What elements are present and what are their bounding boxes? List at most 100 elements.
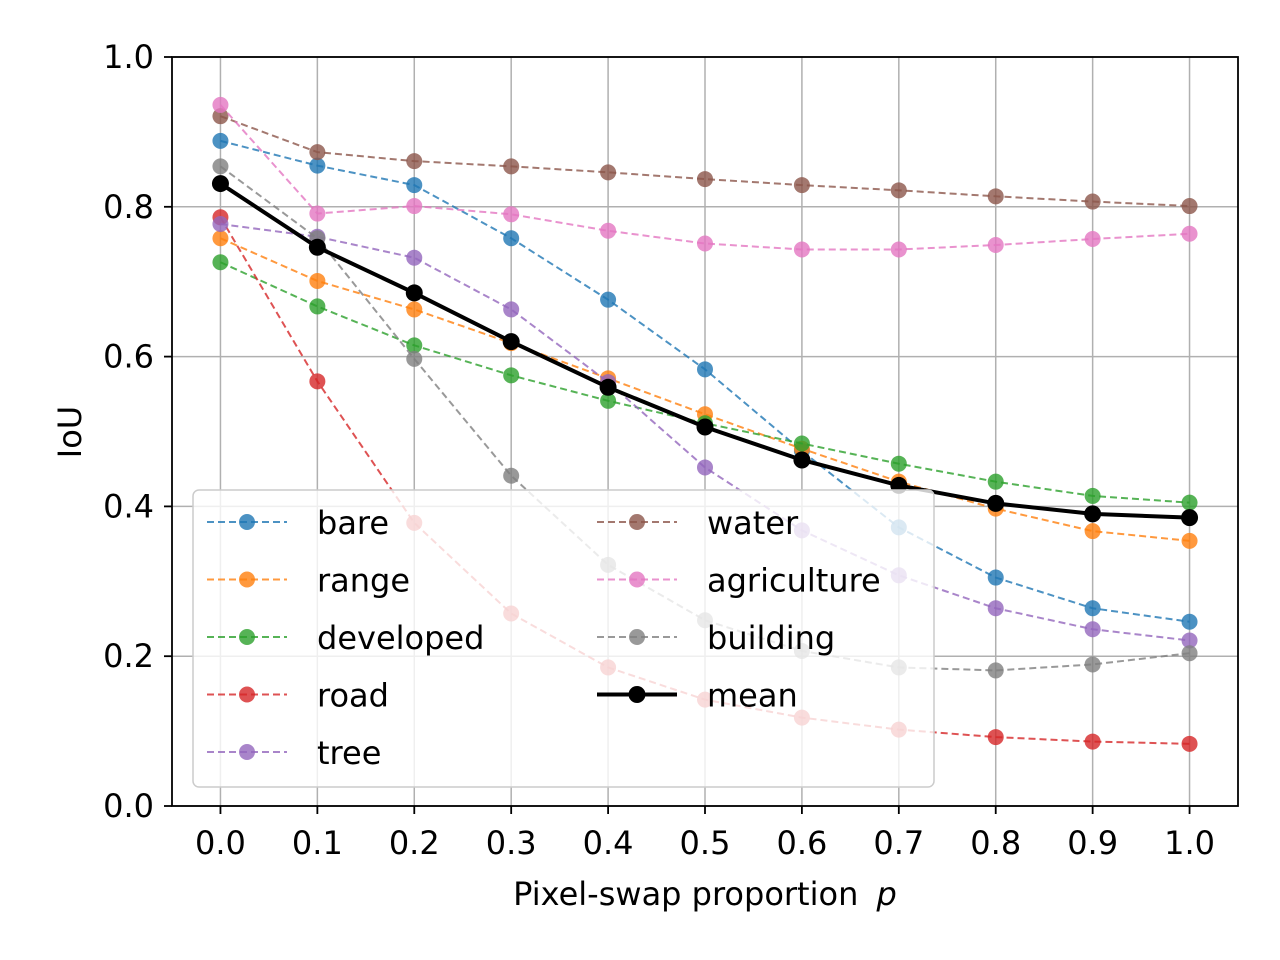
point-bare-0.1 (309, 157, 326, 174)
x-tick-label-1.0: 1.0 (1164, 824, 1215, 862)
point-water-0.7 (890, 182, 907, 199)
y-tick-label-0.0: 0.0 (103, 787, 154, 825)
point-mean-0.3 (502, 333, 520, 351)
point-bare-0.4 (600, 291, 617, 308)
point-bare-0.8 (987, 569, 1004, 586)
point-developed-0.2 (406, 337, 423, 354)
point-road-0.8 (987, 729, 1004, 746)
y-tick-label-1.0: 1.0 (103, 38, 154, 76)
point-bare-1.0 (1181, 613, 1198, 630)
point-building-1.0 (1181, 645, 1198, 662)
point-range-0.1 (309, 272, 326, 289)
point-range-0.9 (1084, 523, 1101, 540)
legend-item-mean: mean (597, 677, 798, 715)
point-range-1.0 (1181, 532, 1198, 549)
point-mean-0.9 (1084, 505, 1102, 523)
point-water-0.9 (1084, 193, 1101, 210)
point-bare-0.2 (406, 177, 423, 194)
y-tick-label-0.4: 0.4 (103, 487, 154, 525)
point-building-0.0 (212, 158, 229, 175)
legend: bare range developed road tree water agricultu… (192, 489, 935, 788)
point-developed-1.0 (1181, 494, 1198, 511)
point-road-1.0 (1181, 735, 1198, 752)
point-agriculture-1.0 (1181, 225, 1198, 242)
x-axis-label: Pixel-swap proportion p (513, 875, 897, 913)
point-mean-1.0 (1181, 509, 1199, 527)
legend-box (192, 489, 935, 788)
legend-label-building: building (707, 619, 835, 657)
legend-marker-tree (239, 744, 255, 760)
y-tick-label-0.6: 0.6 (103, 338, 154, 376)
x-tick-label-0.8: 0.8 (970, 824, 1021, 862)
point-water-0.2 (406, 153, 423, 170)
legend-label-agriculture: agriculture (707, 562, 881, 600)
point-developed-0.4 (600, 392, 617, 409)
point-developed-0.3 (503, 367, 520, 384)
point-road-0.9 (1084, 733, 1101, 750)
point-mean-0.0 (211, 175, 229, 193)
legend-marker-water (629, 514, 645, 530)
y-tick-label-0.2: 0.2 (103, 637, 154, 675)
legend-marker-range (239, 571, 255, 588)
point-building-0.2 (406, 350, 423, 367)
point-developed-0.9 (1084, 487, 1101, 504)
series-layer (211, 96, 1199, 752)
point-building-0.8 (987, 662, 1004, 679)
point-water-0.0 (212, 108, 229, 125)
point-developed-0.6 (793, 435, 810, 452)
point-agriculture-0.2 (406, 198, 423, 215)
point-agriculture-0.9 (1084, 231, 1101, 248)
point-mean-0.1 (308, 238, 326, 256)
point-tree-0.9 (1084, 621, 1101, 638)
legend-item-agriculture: agriculture (597, 562, 881, 600)
x-axis-label-text: Pixel-swap proportion (513, 875, 858, 913)
point-bare-0.3 (503, 230, 520, 247)
x-tick-label-0.4: 0.4 (583, 824, 634, 862)
point-building-0.9 (1084, 656, 1101, 673)
legend-item-tree: tree (207, 734, 381, 772)
point-tree-0.0 (212, 216, 229, 233)
legend-label-water: water (707, 504, 799, 542)
x-tick-label-0.5: 0.5 (680, 824, 731, 862)
point-agriculture-0.0 (212, 96, 229, 113)
legend-label-bare: bare (317, 504, 389, 542)
point-mean-0.8 (987, 494, 1005, 512)
point-range-0.2 (406, 301, 423, 318)
x-tick-label-0.9: 0.9 (1067, 824, 1118, 862)
point-mean-0.4 (599, 378, 617, 396)
series-mean (211, 175, 1199, 527)
legend-marker-road (239, 686, 255, 703)
legend-marker-developed (239, 629, 255, 645)
point-agriculture-0.6 (793, 241, 810, 258)
x-tick-label-0.0: 0.0 (195, 824, 246, 862)
legend-item-developed: developed (207, 619, 484, 657)
point-tree-0.3 (503, 301, 520, 318)
point-mean-0.5 (696, 418, 714, 436)
point-developed-0.0 (212, 254, 229, 271)
point-road-0.1 (309, 373, 326, 390)
series-line-water (220, 115, 1190, 208)
point-agriculture-0.4 (600, 222, 617, 239)
x-tick-label-0.7: 0.7 (873, 824, 924, 862)
point-mean-0.6 (793, 451, 811, 469)
legend-marker-building (629, 629, 645, 645)
series-line-building (219, 165, 1190, 672)
legend-label-range: range (317, 562, 410, 600)
point-agriculture-0.1 (309, 205, 326, 222)
point-developed-0.8 (987, 473, 1004, 490)
legend-item-range: range (207, 562, 410, 600)
point-tree-0.2 (406, 249, 423, 266)
point-agriculture-0.7 (890, 241, 907, 258)
point-tree-0.5 (697, 459, 713, 476)
legend-marker-bare (239, 514, 255, 530)
point-bare-0.0 (212, 132, 229, 149)
point-agriculture-0.5 (697, 235, 713, 252)
legend-label-road: road (317, 677, 389, 715)
point-bare-0.5 (697, 361, 713, 378)
legend-item-road: road (207, 677, 389, 715)
point-building-0.3 (503, 467, 520, 484)
point-mean-0.2 (405, 284, 423, 302)
point-agriculture-0.3 (503, 206, 520, 223)
point-tree-1.0 (1181, 632, 1198, 649)
